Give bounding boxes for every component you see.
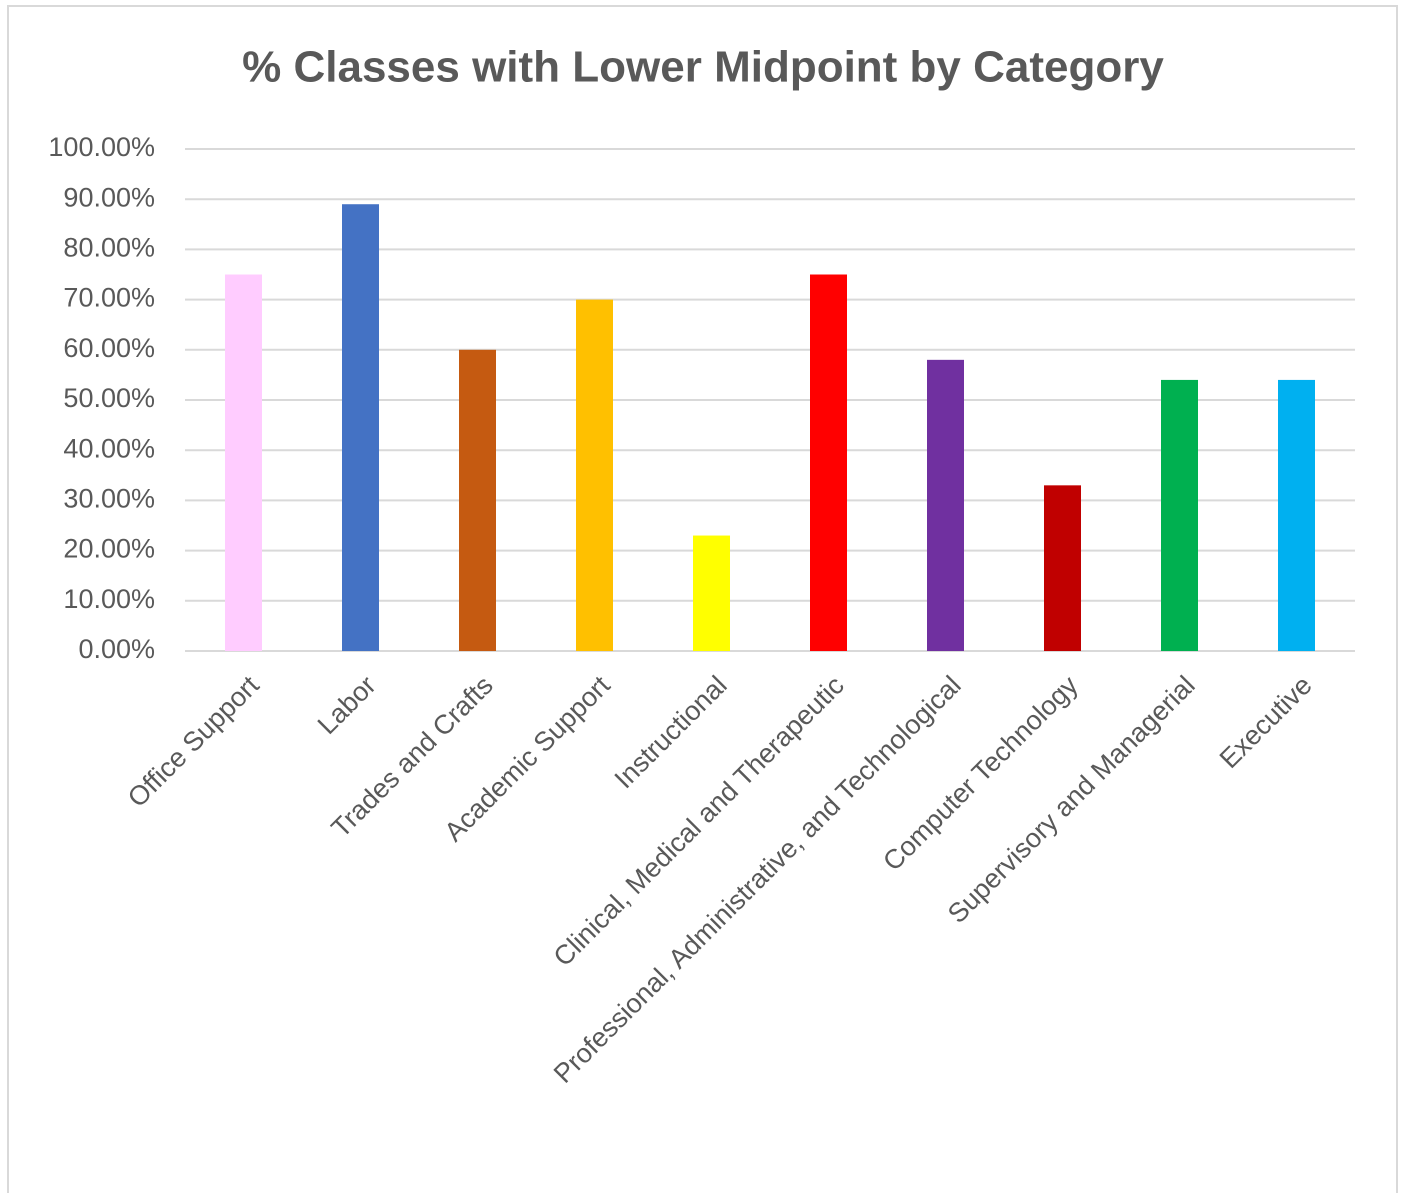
bar: [1044, 485, 1081, 651]
bar: [342, 204, 379, 651]
y-tick-label: 70.00%: [63, 283, 155, 313]
bar: [576, 299, 613, 651]
y-tick-label: 100.00%: [48, 132, 155, 162]
bar: [693, 535, 730, 651]
y-tick-label: 30.00%: [63, 484, 155, 514]
bar: [1161, 379, 1198, 651]
y-tick-label: 80.00%: [63, 233, 155, 263]
bar: [225, 274, 262, 651]
y-tick-label: 0.00%: [78, 634, 155, 664]
y-tick-label: 20.00%: [63, 534, 155, 564]
bar: [459, 349, 496, 651]
bar: [810, 274, 847, 651]
bar: [1278, 379, 1315, 651]
y-tick-label: 60.00%: [63, 333, 155, 363]
y-tick-label: 40.00%: [63, 433, 155, 463]
chart-title: % Classes with Lower Midpoint by Categor…: [242, 43, 1164, 92]
y-tick-label: 50.00%: [63, 383, 155, 413]
bar: [927, 359, 964, 651]
y-tick-label: 10.00%: [63, 584, 155, 614]
y-tick-label: 90.00%: [63, 182, 155, 212]
